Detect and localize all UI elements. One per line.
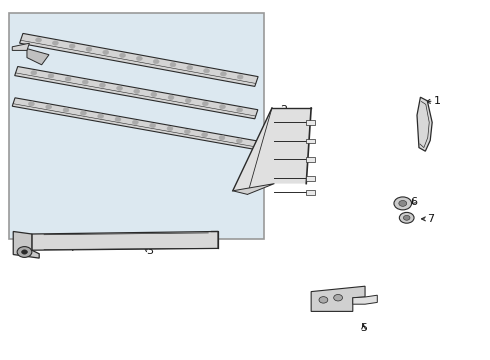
Circle shape <box>103 50 109 54</box>
Circle shape <box>115 117 121 121</box>
Circle shape <box>28 102 34 106</box>
Circle shape <box>202 102 208 106</box>
Polygon shape <box>353 295 377 304</box>
Text: 2: 2 <box>280 105 287 115</box>
Circle shape <box>22 250 27 254</box>
Circle shape <box>17 247 32 257</box>
Polygon shape <box>20 33 258 86</box>
Bar <box>306 157 315 162</box>
Text: 5: 5 <box>360 323 367 333</box>
Circle shape <box>184 130 190 134</box>
Circle shape <box>399 201 407 206</box>
Circle shape <box>65 77 71 81</box>
Circle shape <box>36 38 42 42</box>
Circle shape <box>132 120 138 125</box>
Text: 1: 1 <box>434 96 441 106</box>
Circle shape <box>237 108 243 112</box>
Bar <box>306 190 315 195</box>
Circle shape <box>334 294 343 301</box>
Circle shape <box>69 44 75 48</box>
Circle shape <box>220 104 225 109</box>
Circle shape <box>86 47 92 51</box>
Circle shape <box>403 215 410 220</box>
Circle shape <box>99 83 105 87</box>
Text: 4: 4 <box>68 243 74 253</box>
Circle shape <box>236 139 242 143</box>
Circle shape <box>150 123 156 127</box>
Polygon shape <box>233 184 274 194</box>
Polygon shape <box>233 108 311 194</box>
Polygon shape <box>417 97 432 151</box>
Circle shape <box>82 80 88 84</box>
Polygon shape <box>12 98 258 149</box>
Polygon shape <box>12 43 29 50</box>
Circle shape <box>153 59 159 64</box>
Circle shape <box>185 98 191 103</box>
Circle shape <box>120 53 125 58</box>
Circle shape <box>220 72 226 76</box>
Circle shape <box>31 71 37 75</box>
Circle shape <box>170 62 176 67</box>
Circle shape <box>134 89 140 94</box>
Circle shape <box>63 108 69 112</box>
Circle shape <box>202 132 208 137</box>
Circle shape <box>399 212 414 223</box>
Bar <box>306 120 315 125</box>
Bar <box>9 13 264 239</box>
Bar <box>306 139 315 143</box>
Text: 3: 3 <box>146 246 153 256</box>
Circle shape <box>219 136 225 140</box>
Circle shape <box>48 74 54 78</box>
Circle shape <box>80 111 86 115</box>
Polygon shape <box>311 286 365 311</box>
Circle shape <box>319 297 328 303</box>
Polygon shape <box>27 49 49 65</box>
Polygon shape <box>13 231 39 258</box>
Text: 6: 6 <box>411 197 417 207</box>
Bar <box>306 176 315 181</box>
Circle shape <box>136 56 142 60</box>
Circle shape <box>46 105 51 109</box>
Circle shape <box>237 75 243 79</box>
Circle shape <box>167 126 173 131</box>
Circle shape <box>394 197 412 210</box>
Circle shape <box>168 95 174 100</box>
Circle shape <box>117 86 122 90</box>
Circle shape <box>151 92 157 96</box>
Polygon shape <box>32 231 218 250</box>
Text: 7: 7 <box>427 214 435 224</box>
Circle shape <box>187 66 193 70</box>
Polygon shape <box>15 67 258 119</box>
Circle shape <box>98 114 103 118</box>
Circle shape <box>204 69 210 73</box>
Circle shape <box>52 41 58 45</box>
